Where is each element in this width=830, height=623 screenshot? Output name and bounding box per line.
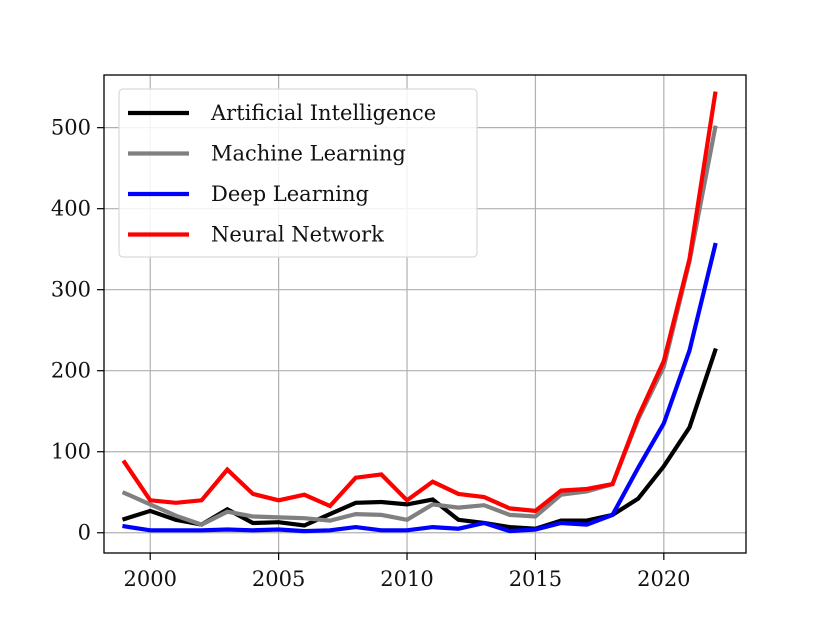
x-tick-label: 2000 xyxy=(123,567,176,591)
series-line-deep-learning xyxy=(122,242,718,534)
legend: Artificial Intelligence Machine Learning D… xyxy=(118,88,478,258)
legend-label: Deep Learning xyxy=(211,182,369,206)
series-lines xyxy=(121,91,718,534)
x-tick-label: 2005 xyxy=(252,567,305,591)
legend-label: Neural Network xyxy=(211,223,384,247)
y-tick-label: 500 xyxy=(51,116,91,140)
legend-box xyxy=(118,88,478,258)
legend-label: Artificial Intelligence xyxy=(210,101,436,125)
x-tick-label: 2020 xyxy=(637,567,690,591)
axis-ticks: 2000 2005 2010 2015 2020 0 100 200 300 400 500 xyxy=(51,116,691,591)
y-tick-label: 100 xyxy=(51,440,91,464)
legend-label: Machine Learning xyxy=(211,142,406,166)
plot-frame xyxy=(103,74,747,554)
series-line-neural-network xyxy=(121,91,718,514)
y-tick-label: 300 xyxy=(51,278,91,302)
y-tick-label: 200 xyxy=(51,359,91,383)
x-tick-label: 2015 xyxy=(509,567,562,591)
y-tick-label: 0 xyxy=(78,521,91,545)
x-tick-label: 2010 xyxy=(380,567,433,591)
y-tick-label: 400 xyxy=(51,197,91,221)
